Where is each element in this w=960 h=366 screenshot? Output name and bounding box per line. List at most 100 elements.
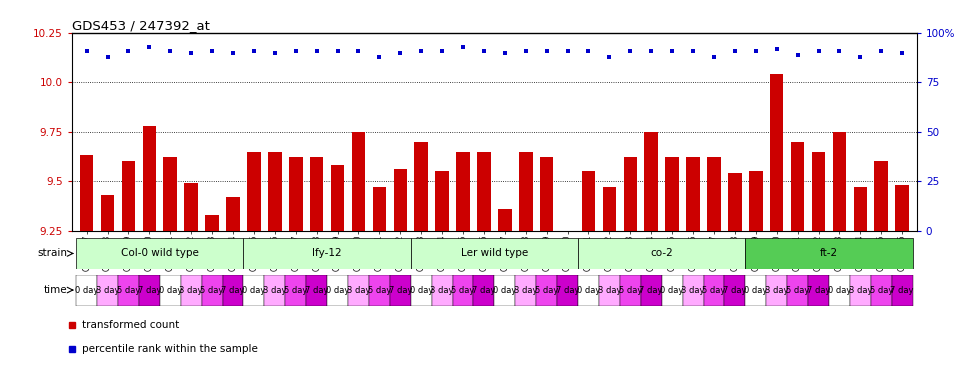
Bar — [745, 274, 766, 306]
Bar — [415, 142, 428, 231]
Bar — [348, 274, 369, 306]
Bar — [159, 274, 180, 306]
Bar — [665, 157, 679, 231]
Bar — [456, 152, 469, 231]
Bar — [832, 132, 846, 231]
Bar — [624, 157, 637, 231]
Bar — [390, 274, 411, 306]
Text: lfy-12: lfy-12 — [312, 249, 342, 258]
Bar — [853, 187, 867, 231]
Text: strain: strain — [37, 249, 67, 258]
Text: transformed count: transformed count — [82, 320, 179, 330]
Bar — [244, 274, 264, 306]
Text: 0 day: 0 day — [410, 285, 433, 295]
Bar — [766, 274, 787, 306]
Bar — [452, 274, 473, 306]
Text: co-2: co-2 — [650, 249, 673, 258]
Bar — [244, 238, 411, 269]
Text: 7 day: 7 day — [556, 285, 579, 295]
Bar — [432, 274, 452, 306]
Bar — [411, 274, 432, 306]
Text: 3 day: 3 day — [682, 285, 705, 295]
Bar — [435, 171, 449, 231]
Bar — [202, 274, 223, 306]
Bar — [661, 274, 683, 306]
Bar — [808, 274, 829, 306]
Text: 0 day: 0 day — [660, 285, 684, 295]
Text: 5 day: 5 day — [117, 285, 140, 295]
Text: 3 day: 3 day — [180, 285, 203, 295]
Bar — [80, 156, 93, 231]
Bar — [519, 152, 533, 231]
Text: 3 day: 3 day — [514, 285, 538, 295]
Bar — [411, 238, 578, 269]
Bar — [683, 274, 704, 306]
Bar — [97, 274, 118, 306]
Text: percentile rank within the sample: percentile rank within the sample — [82, 344, 257, 354]
Text: 3 day: 3 day — [765, 285, 788, 295]
Bar — [285, 274, 306, 306]
Bar — [708, 157, 721, 231]
Bar — [369, 274, 390, 306]
Text: 7 day: 7 day — [305, 285, 328, 295]
Text: 0 day: 0 day — [493, 285, 516, 295]
Text: 7 day: 7 day — [891, 285, 914, 295]
Bar — [578, 238, 745, 269]
Text: 5 day: 5 day — [368, 285, 391, 295]
Bar — [704, 274, 725, 306]
Text: GDS453 / 247392_at: GDS453 / 247392_at — [72, 19, 210, 32]
Bar — [599, 274, 620, 306]
Text: 3 day: 3 day — [598, 285, 621, 295]
Bar — [896, 185, 909, 231]
Bar — [582, 171, 595, 231]
Bar — [473, 274, 494, 306]
Bar — [557, 274, 578, 306]
Bar — [118, 274, 139, 306]
Text: 5 day: 5 day — [786, 285, 809, 295]
Text: 7 day: 7 day — [472, 285, 495, 295]
Text: 7 day: 7 day — [639, 285, 663, 295]
Text: Ler wild type: Ler wild type — [461, 249, 528, 258]
Bar — [829, 274, 850, 306]
Bar — [139, 274, 159, 306]
Text: 0 day: 0 day — [828, 285, 852, 295]
Bar — [143, 126, 156, 231]
Text: 0 day: 0 day — [577, 285, 600, 295]
Bar — [745, 238, 913, 269]
Text: ft-2: ft-2 — [820, 249, 838, 258]
Text: 3 day: 3 day — [96, 285, 119, 295]
Bar — [372, 187, 386, 231]
Bar — [875, 161, 888, 231]
Bar — [351, 132, 365, 231]
Bar — [644, 132, 658, 231]
Text: 7 day: 7 day — [221, 285, 245, 295]
Bar — [76, 274, 97, 306]
Bar — [477, 152, 491, 231]
Text: 5 day: 5 day — [870, 285, 893, 295]
Text: 7 day: 7 day — [137, 285, 161, 295]
Bar — [812, 152, 826, 231]
Bar — [537, 274, 557, 306]
Bar — [76, 238, 244, 269]
Bar — [247, 152, 261, 231]
Text: 3 day: 3 day — [430, 285, 454, 295]
Text: 0 day: 0 day — [744, 285, 767, 295]
Bar — [850, 274, 871, 306]
Text: 0 day: 0 day — [75, 285, 98, 295]
Text: 7 day: 7 day — [723, 285, 747, 295]
Text: Col-0 wild type: Col-0 wild type — [121, 249, 199, 258]
Bar — [578, 274, 599, 306]
Bar — [268, 152, 281, 231]
Bar — [791, 142, 804, 231]
Bar — [494, 274, 516, 306]
Bar — [205, 215, 219, 231]
Text: 5 day: 5 day — [284, 285, 307, 295]
Bar — [749, 171, 762, 231]
Text: 5 day: 5 day — [535, 285, 559, 295]
Text: 5 day: 5 day — [618, 285, 642, 295]
Text: 7 day: 7 day — [806, 285, 830, 295]
Bar — [331, 165, 345, 231]
Bar — [122, 161, 135, 231]
Bar — [289, 157, 302, 231]
Bar — [306, 274, 327, 306]
